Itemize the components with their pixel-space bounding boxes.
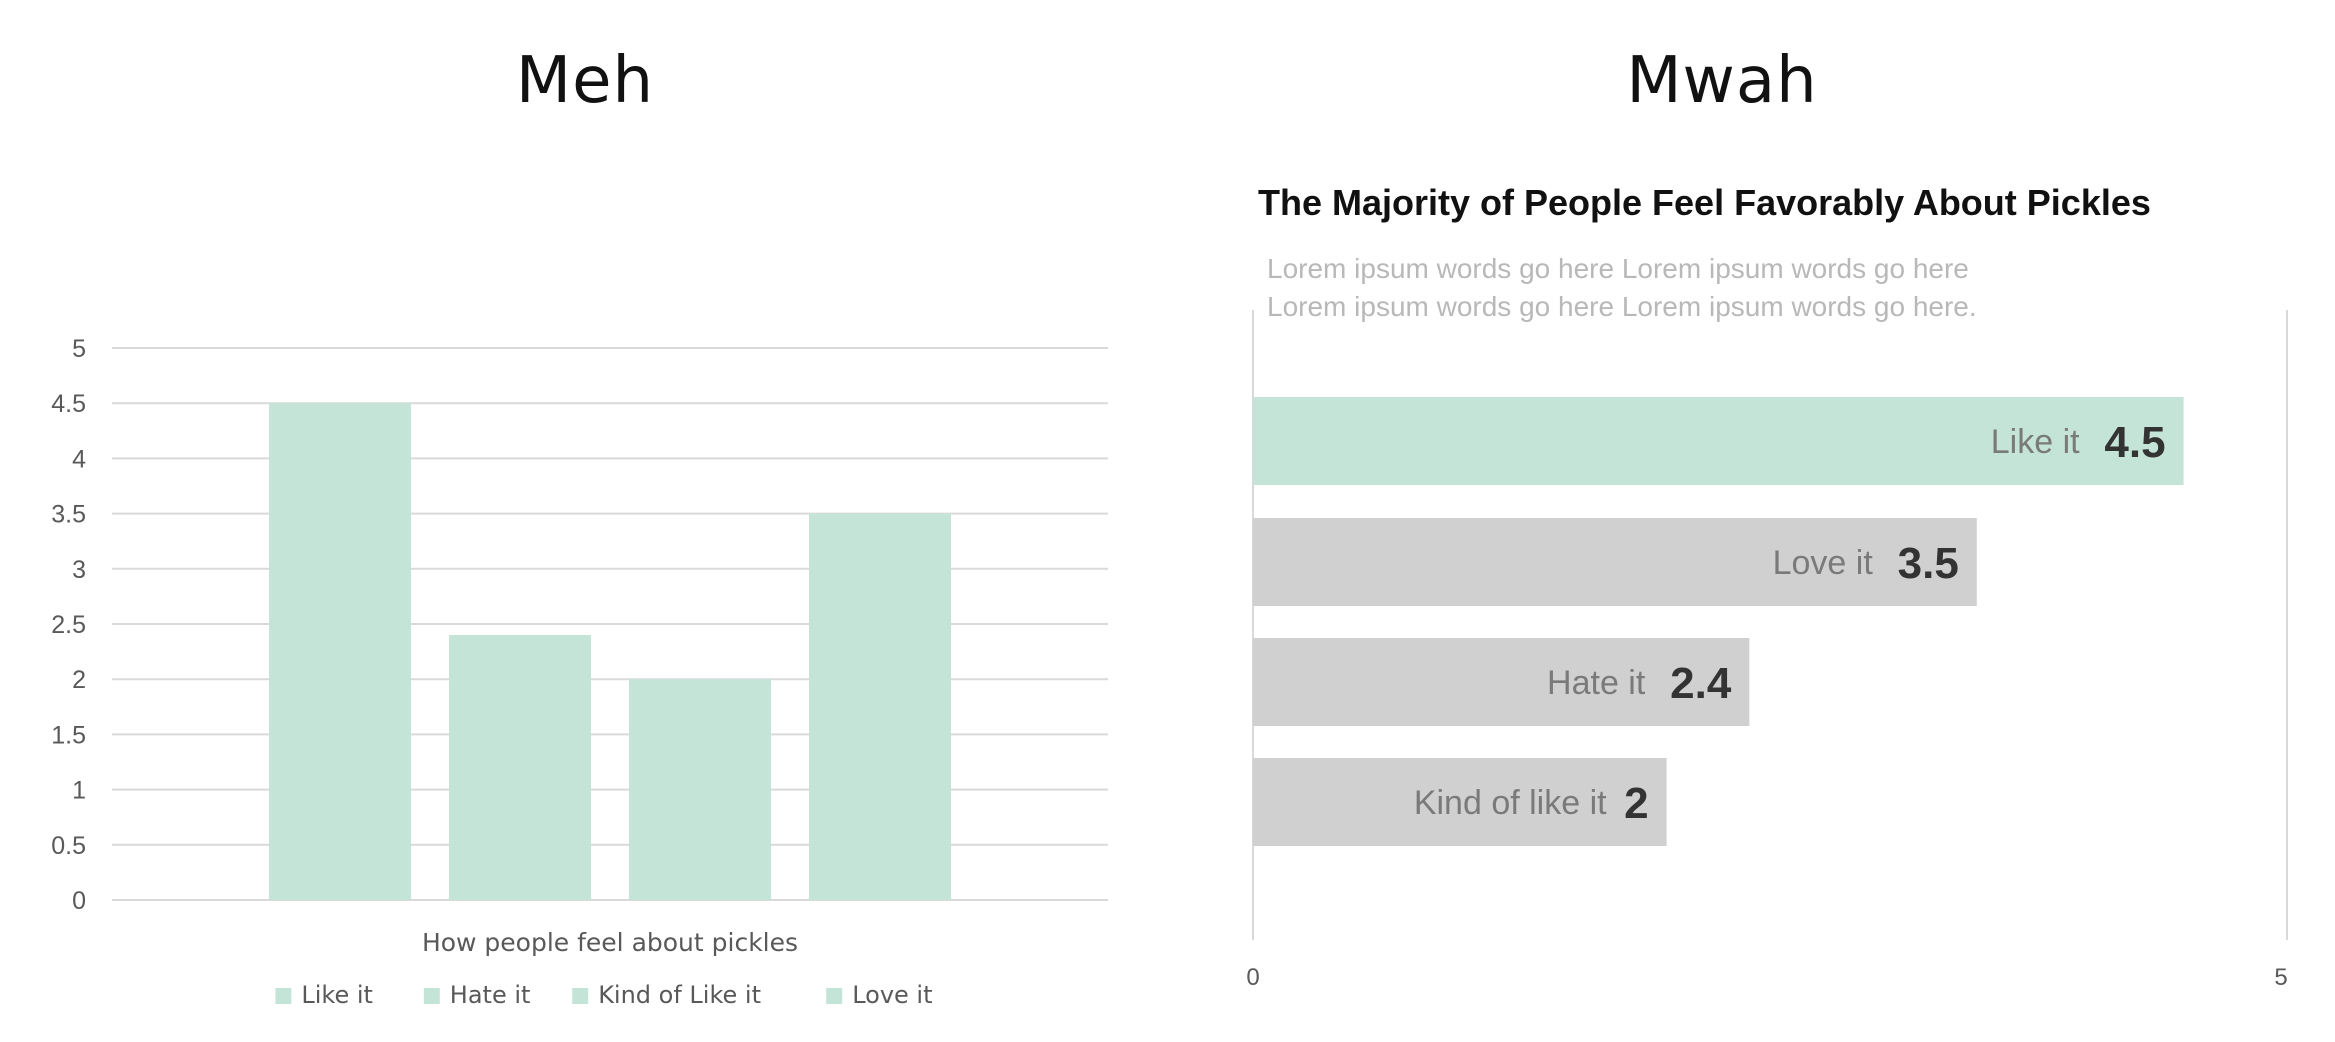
left-bar-chart: 0 0.5 1 1.5 2 2.5 3 3.5 4 4.5 5 How people feel abo… [51, 335, 1108, 1009]
hbar-hate-it [1253, 638, 1750, 726]
right-heading: Mwah [1626, 44, 1818, 118]
y-tick-label: 3 [72, 556, 86, 584]
value-label: 2.4 [1670, 659, 1732, 708]
legend-label: Hate it [450, 981, 531, 1009]
bar-hate-it [449, 635, 591, 900]
y-tick-label: 4 [72, 445, 86, 473]
legend-label: Kind of Like it [598, 981, 761, 1009]
hbar-kind-of-like-it [1253, 758, 1667, 846]
hbar-like-it [1253, 397, 2184, 485]
category-label: Love it [1773, 544, 1874, 582]
category-label: Hate it [1547, 664, 1646, 702]
legend-label: Love it [852, 981, 932, 1009]
left-heading: Meh [515, 44, 655, 118]
value-label: 4.5 [2104, 418, 2165, 467]
y-tick-label: 5 [72, 335, 86, 363]
bar-love-it [809, 513, 951, 900]
x-tick-label: 0 [1246, 964, 1259, 991]
y-tick-label: 4.5 [51, 390, 86, 418]
value-label: 3.5 [1898, 539, 1959, 588]
legend-swatch [572, 988, 589, 1004]
y-tick-label: 2.5 [51, 611, 86, 639]
right-chart-title: The Majority of People Feel Favorably Ab… [1258, 182, 2151, 223]
bar-kind-of-like-it [629, 679, 771, 900]
hbar-love-it [1253, 518, 1977, 606]
right-chart-subtitle: Lorem ipsum words go here Lorem ipsum wo… [1267, 253, 1977, 322]
x-axis-label: How people feel about pickles [422, 928, 798, 957]
y-tick-label: 1 [72, 777, 86, 805]
y-tick-label: 1.5 [51, 721, 86, 749]
y-tick-label: 3.5 [51, 501, 86, 529]
bar-like-it [269, 403, 411, 900]
legend-swatch [826, 988, 843, 1004]
legend-label: Like it [301, 981, 373, 1009]
y-tick-label: 2 [72, 666, 86, 694]
value-label: 2 [1624, 779, 1648, 828]
legend-swatch [423, 988, 440, 1004]
category-label: Like it [1991, 423, 2080, 461]
category-label: Kind of like it [1414, 784, 1607, 822]
y-tick-label: 0 [72, 887, 86, 915]
legend-swatch [275, 988, 292, 1004]
y-tick-label: 0.5 [51, 832, 86, 860]
x-tick-label: 5 [2274, 964, 2287, 991]
